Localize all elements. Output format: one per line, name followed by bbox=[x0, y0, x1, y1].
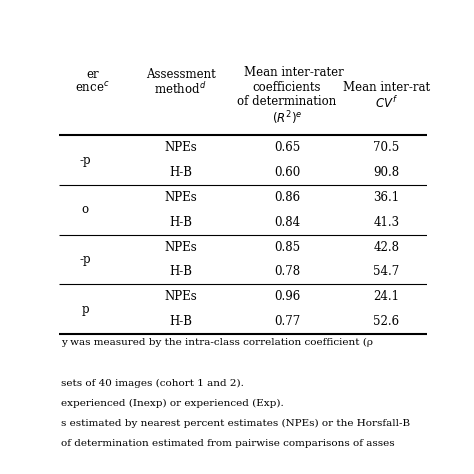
Text: of determination: of determination bbox=[237, 95, 337, 108]
Text: 42.8: 42.8 bbox=[373, 240, 399, 254]
Text: H-B: H-B bbox=[169, 166, 192, 179]
Text: Assessment: Assessment bbox=[146, 68, 215, 81]
Text: H-B: H-B bbox=[169, 216, 192, 229]
Text: Mean inter-rater: Mean inter-rater bbox=[245, 66, 344, 79]
Text: Mean inter-rat: Mean inter-rat bbox=[343, 81, 430, 93]
Text: 24.1: 24.1 bbox=[373, 290, 399, 303]
Text: o: o bbox=[82, 203, 89, 216]
Text: H-B: H-B bbox=[169, 315, 192, 328]
Text: 0.77: 0.77 bbox=[274, 315, 300, 328]
Text: ence$^c$: ence$^c$ bbox=[75, 81, 109, 95]
Text: 0.84: 0.84 bbox=[274, 216, 300, 229]
Text: NPEs: NPEs bbox=[164, 290, 197, 303]
Text: 41.3: 41.3 bbox=[373, 216, 399, 229]
Text: $(R^2)^e$: $(R^2)^e$ bbox=[272, 110, 302, 128]
Text: 0.86: 0.86 bbox=[274, 191, 300, 204]
Text: of determination estimated from pairwise comparisons of asses: of determination estimated from pairwise… bbox=[61, 438, 395, 447]
Text: y was measured by the intra-class correlation coefficient (ρ: y was measured by the intra-class correl… bbox=[61, 338, 373, 347]
Text: experienced (Inexp) or experienced (Exp).: experienced (Inexp) or experienced (Exp)… bbox=[61, 399, 284, 408]
Text: er: er bbox=[86, 68, 99, 81]
Text: 0.60: 0.60 bbox=[274, 166, 300, 179]
Text: p: p bbox=[81, 302, 89, 316]
Text: 0.65: 0.65 bbox=[274, 141, 300, 154]
Text: 0.96: 0.96 bbox=[274, 290, 300, 303]
Text: s estimated by nearest percent estimates (NPEs) or the Horsfall-B: s estimated by nearest percent estimates… bbox=[61, 419, 410, 428]
Text: H-B: H-B bbox=[169, 265, 192, 278]
Text: 0.78: 0.78 bbox=[274, 265, 300, 278]
Text: 54.7: 54.7 bbox=[373, 265, 399, 278]
Text: NPEs: NPEs bbox=[164, 141, 197, 154]
Text: $CV^f$: $CV^f$ bbox=[374, 95, 398, 111]
Text: NPEs: NPEs bbox=[164, 191, 197, 204]
Text: -p: -p bbox=[79, 253, 91, 266]
Text: NPEs: NPEs bbox=[164, 240, 197, 254]
Text: sets of 40 images (cohort 1 and 2).: sets of 40 images (cohort 1 and 2). bbox=[61, 378, 244, 388]
Text: 90.8: 90.8 bbox=[373, 166, 399, 179]
Text: 70.5: 70.5 bbox=[373, 141, 399, 154]
Text: method$^d$: method$^d$ bbox=[154, 81, 207, 97]
Text: 0.85: 0.85 bbox=[274, 240, 300, 254]
Text: coefficients: coefficients bbox=[253, 81, 321, 93]
Text: -p: -p bbox=[79, 154, 91, 167]
Text: 36.1: 36.1 bbox=[373, 191, 399, 204]
Text: 52.6: 52.6 bbox=[373, 315, 399, 328]
